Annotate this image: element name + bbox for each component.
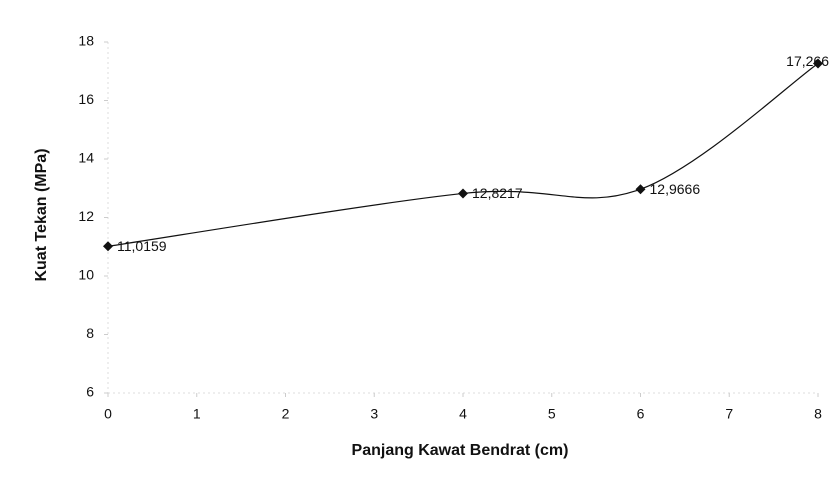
line-series [107,62,819,247]
x-tick-label: 0 [104,406,112,422]
y-tick-label: 6 [86,384,94,400]
y-tick-label: 18 [78,33,94,49]
x-tick-label: 8 [814,406,822,422]
y-tick-label: 10 [78,267,94,283]
x-tick-label: 2 [282,406,290,422]
marker [635,184,646,195]
y-tick-label: 12 [78,208,94,224]
data-label: 12,8217 [472,185,523,201]
data-label: 11,0159 [117,238,167,254]
marker [103,241,113,252]
marker [813,58,823,69]
x-axis-title: Panjang Kawat Bendrat (cm) [352,442,569,459]
data-label: 12,9666 [650,181,701,197]
y-axis-title: Kuat Tekan (MPa) [33,148,50,281]
x-tick-label: 7 [725,406,733,422]
y-tick-label: 14 [78,150,94,166]
x-tick-label: 1 [193,406,201,422]
x-tick-label: 5 [548,406,556,422]
y-tick-label: 16 [78,91,94,107]
x-tick-label: 4 [459,406,467,422]
y-tick-label: 8 [86,325,94,341]
data-label: 17,266 [786,53,829,69]
marker [458,188,468,199]
x-tick-label: 6 [637,406,645,422]
x-tick-label: 3 [370,406,378,422]
